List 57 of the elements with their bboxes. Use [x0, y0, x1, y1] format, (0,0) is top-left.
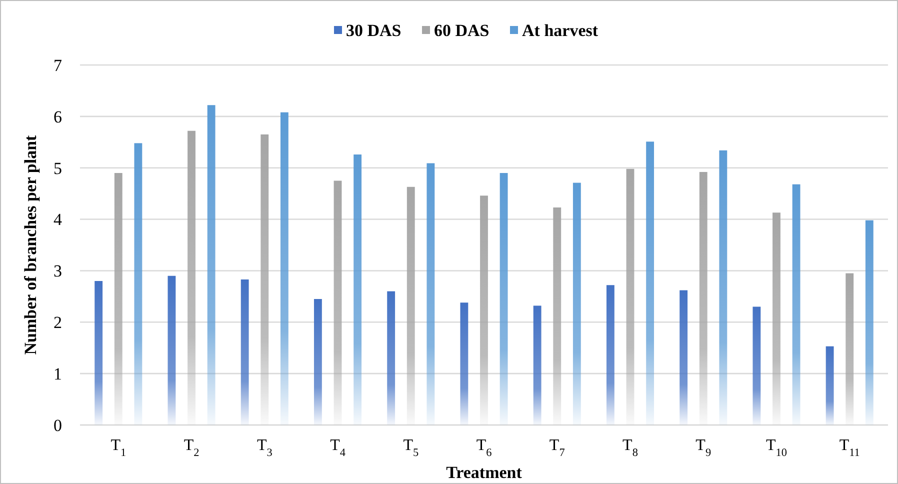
bar — [826, 346, 834, 425]
bar — [260, 134, 269, 425]
bar — [865, 220, 874, 425]
bar — [460, 302, 468, 425]
y-tick-label: 1 — [54, 364, 62, 384]
bar — [500, 173, 508, 425]
bar — [533, 306, 542, 425]
bar — [752, 306, 761, 425]
bar — [354, 154, 362, 425]
bar — [699, 172, 708, 425]
bar — [792, 184, 800, 425]
bar — [606, 285, 614, 425]
bar — [772, 212, 780, 425]
x-tick-label: T$_{7}$ — [549, 437, 566, 459]
bar — [334, 180, 342, 425]
x-axis-title: Treatment — [446, 463, 522, 482]
bar — [572, 182, 581, 425]
bar — [94, 281, 103, 425]
bar — [719, 150, 728, 425]
x-tick-label: T$_{11}$ — [839, 437, 860, 459]
legend-label: 30 DAS — [346, 21, 402, 40]
y-tick-label: 0 — [54, 416, 62, 435]
bar — [168, 276, 176, 425]
bar — [426, 163, 435, 425]
bar — [134, 143, 142, 425]
x-tick-label: T$_{5}$ — [403, 437, 419, 459]
y-tick-label: 2 — [54, 313, 62, 332]
bar — [314, 299, 322, 425]
legend-label: At harvest — [522, 21, 598, 40]
bar — [207, 105, 216, 425]
bar — [240, 279, 249, 425]
bar — [646, 142, 654, 425]
x-tick-label: T$_{8}$ — [622, 437, 638, 459]
x-tick-label: T$_{4}$ — [330, 437, 346, 459]
y-tick-label: 5 — [54, 158, 62, 178]
x-tick-label: T$_{10}$ — [766, 437, 788, 459]
bar — [846, 273, 854, 425]
legend-label: 60 DAS — [434, 21, 490, 40]
y-tick-label: 3 — [54, 262, 62, 281]
y-tick-label: 7 — [54, 56, 62, 75]
bar — [626, 168, 634, 425]
y-tick-label: 6 — [54, 107, 62, 126]
bar — [114, 173, 122, 425]
bar — [553, 207, 562, 425]
x-tick-label: T$_{1}$ — [110, 437, 126, 459]
x-tick-label: T$_{9}$ — [696, 437, 712, 459]
bar — [406, 186, 415, 425]
bar — [188, 130, 196, 425]
bar — [280, 112, 288, 425]
bar — [480, 196, 488, 425]
x-tick-label: T$_{3}$ — [256, 437, 273, 459]
bar — [387, 291, 396, 425]
x-tick-label: T$_{2}$ — [184, 437, 200, 459]
bar — [680, 290, 688, 425]
y-tick-label: 4 — [54, 210, 62, 230]
x-tick-label: T$_{6}$ — [476, 437, 492, 459]
y-axis-title: Number of branches per plant — [21, 134, 40, 355]
